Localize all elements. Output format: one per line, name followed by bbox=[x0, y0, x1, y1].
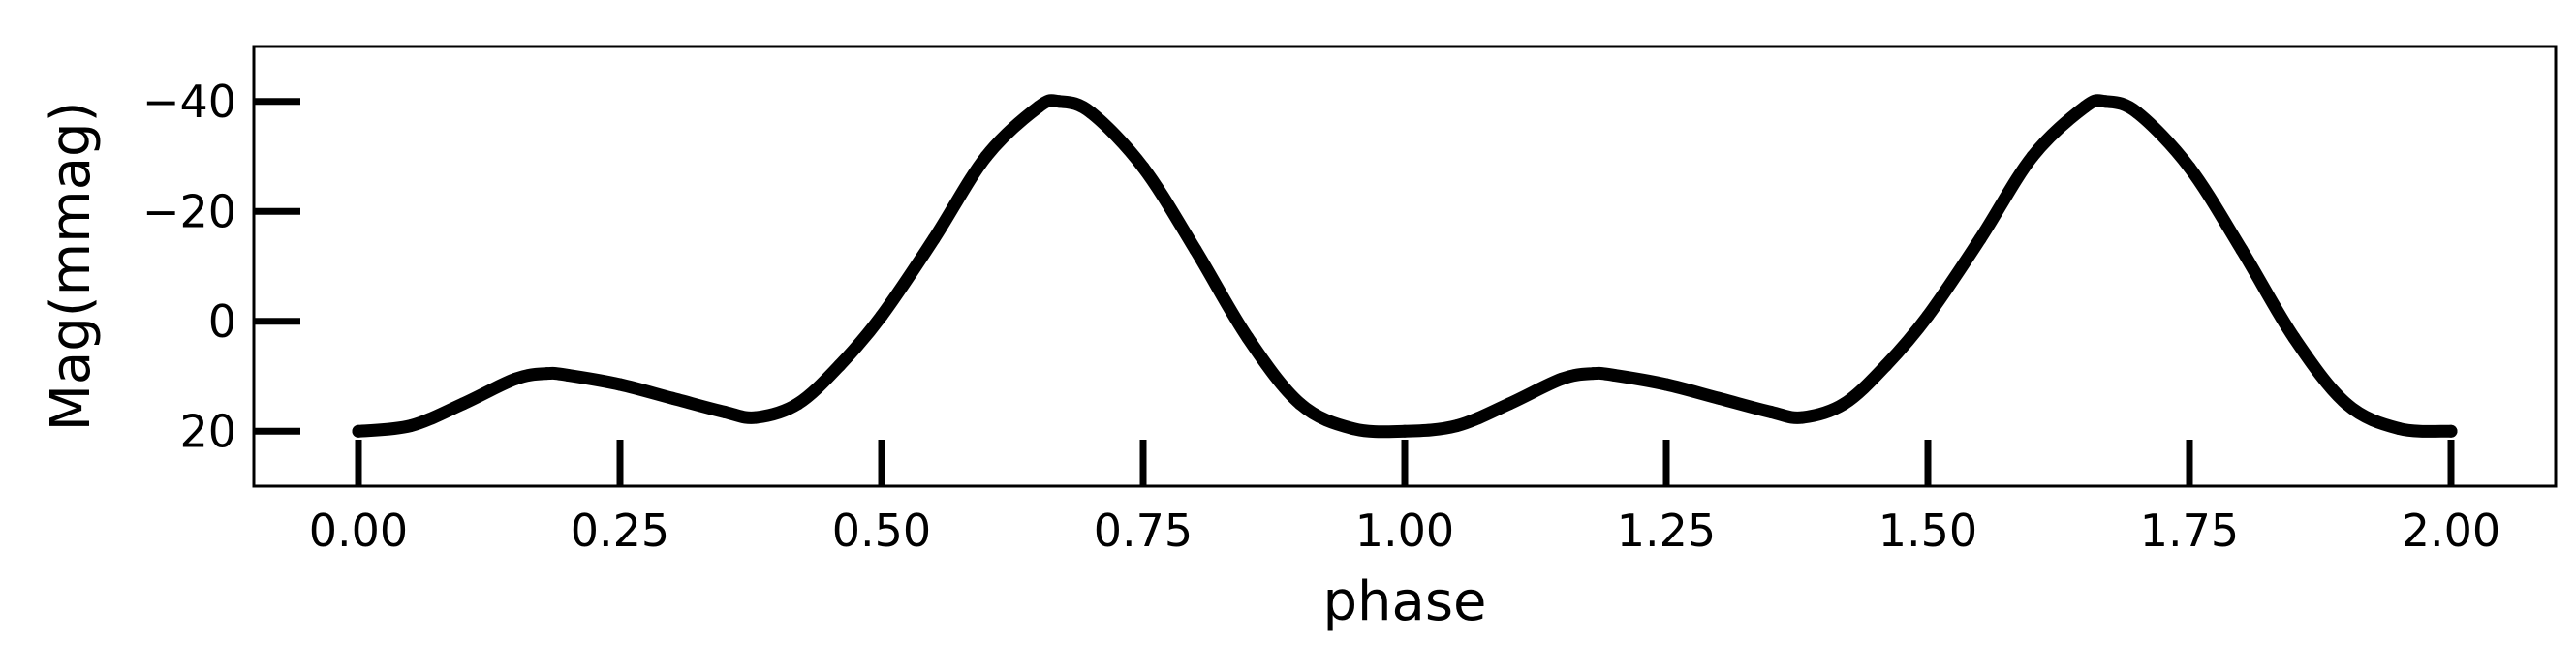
y-tick-label: −40 bbox=[142, 76, 236, 128]
data-point bbox=[509, 372, 522, 385]
data-point bbox=[1084, 106, 1098, 119]
data-point bbox=[1450, 419, 1464, 433]
data-point bbox=[2026, 150, 2039, 163]
data-point bbox=[979, 150, 993, 163]
x-tick-label: 2.00 bbox=[2402, 505, 2500, 557]
data-point bbox=[1764, 405, 1778, 418]
data-point bbox=[1398, 424, 1412, 438]
data-point bbox=[1838, 397, 1851, 411]
data-point bbox=[2078, 100, 2092, 113]
x-axis-label: phase bbox=[1323, 570, 1487, 633]
data-point bbox=[404, 419, 418, 433]
data-point bbox=[2287, 331, 2301, 345]
y-tick-label: 0 bbox=[208, 295, 236, 348]
y-tick-label: −20 bbox=[142, 185, 236, 237]
data-point bbox=[561, 368, 574, 382]
data-point bbox=[2444, 424, 2458, 438]
x-tick-label: 1.00 bbox=[1355, 505, 1454, 557]
data-point bbox=[1879, 358, 1893, 372]
data-point bbox=[2183, 161, 2196, 174]
data-point bbox=[1607, 368, 1621, 382]
x-tick-label: 0.75 bbox=[1094, 505, 1193, 557]
data-point bbox=[1053, 95, 1067, 108]
data-point bbox=[791, 397, 805, 411]
data-point bbox=[1973, 232, 1987, 246]
series-layer bbox=[352, 94, 2458, 439]
data-point bbox=[1586, 367, 1599, 381]
data-point bbox=[2340, 397, 2353, 411]
data-point bbox=[1503, 397, 1516, 411]
data-point bbox=[2235, 243, 2249, 257]
data-point bbox=[749, 411, 762, 424]
y-tick-label: 20 bbox=[179, 405, 236, 457]
data-point bbox=[1346, 421, 1359, 435]
data-point bbox=[833, 358, 847, 372]
data-point bbox=[1241, 331, 1255, 345]
x-tick-label: 0.25 bbox=[571, 505, 669, 557]
data-point bbox=[1189, 243, 1202, 257]
data-point bbox=[613, 378, 627, 391]
data-point bbox=[1660, 378, 1673, 391]
data-point bbox=[540, 367, 553, 381]
data-point bbox=[718, 405, 731, 418]
x-tick-label: 1.25 bbox=[1617, 505, 1716, 557]
data-point bbox=[1921, 309, 1935, 322]
data-point bbox=[1712, 391, 1725, 405]
x-tick-label: 1.50 bbox=[1878, 505, 1977, 557]
data-point bbox=[666, 391, 679, 405]
data-point bbox=[1555, 372, 1568, 385]
x-tick-label: 0.50 bbox=[832, 505, 931, 557]
data-point bbox=[1136, 161, 1150, 174]
data-point bbox=[1795, 411, 1809, 424]
data-point bbox=[875, 309, 888, 322]
y-axis-ticks: −40 −20 0 20 bbox=[142, 76, 300, 457]
data-point bbox=[2099, 95, 2113, 108]
x-axis-ticks: 0.00 0.25 0.50 0.75 1.00 1.25 1.50 1.75 2.00 bbox=[309, 440, 2500, 557]
data-point bbox=[2130, 106, 2144, 119]
data-point bbox=[352, 424, 365, 438]
data-point bbox=[927, 232, 941, 246]
x-tick-label: 1.75 bbox=[2140, 505, 2239, 557]
y-axis-label: Mag(mmag) bbox=[40, 102, 103, 432]
data-point bbox=[2392, 421, 2405, 435]
data-point bbox=[456, 397, 470, 411]
data-point bbox=[1032, 100, 1045, 113]
x-tick-label: 0.00 bbox=[309, 505, 408, 557]
data-point bbox=[1293, 397, 1307, 411]
